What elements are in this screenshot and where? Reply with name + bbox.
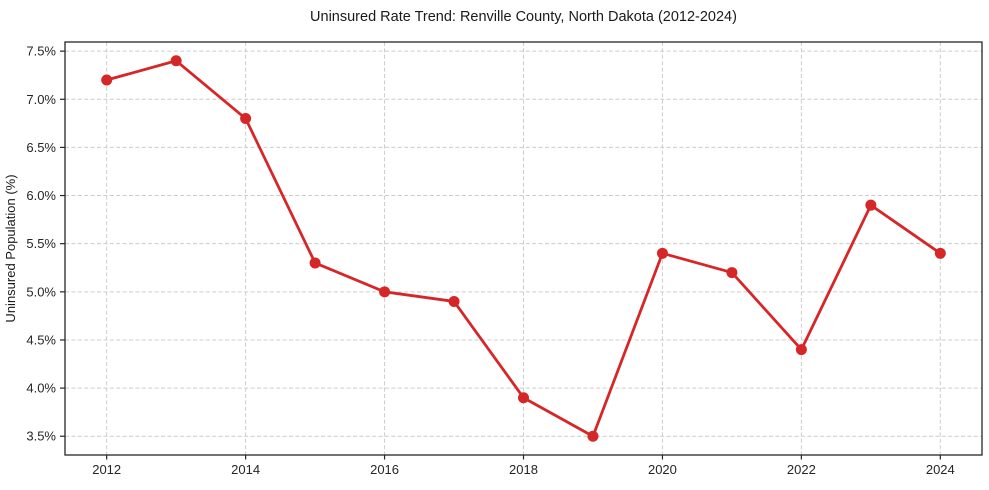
data-point-2021	[726, 267, 738, 279]
y-tick-label: 6.0%	[26, 188, 56, 203]
x-tick-label: 2014	[231, 462, 260, 477]
y-tick-label: 3.5%	[26, 429, 56, 444]
y-tick-label: 4.5%	[26, 332, 56, 347]
x-tick-label: 2016	[370, 462, 399, 477]
data-point-2017	[448, 295, 460, 307]
y-tick-label: 7.5%	[26, 44, 56, 59]
y-tick-label: 5.0%	[26, 284, 56, 299]
data-point-2023	[865, 199, 877, 211]
y-tick-label: 6.5%	[26, 140, 56, 155]
data-point-2014	[240, 113, 252, 125]
data-point-2013	[170, 55, 182, 67]
y-tick-label: 7.0%	[26, 92, 56, 107]
y-tick-label: 5.5%	[26, 236, 56, 251]
data-point-2012	[101, 74, 113, 86]
y-axis-label: Uninsured Population (%)	[3, 174, 18, 322]
x-tick-label: 2012	[92, 462, 121, 477]
data-point-2019	[587, 430, 599, 442]
chart-title: Uninsured Rate Trend: Renville County, N…	[310, 9, 737, 25]
x-tick-label: 2024	[926, 462, 955, 477]
x-tick-label: 2022	[787, 462, 816, 477]
data-point-2015	[309, 257, 321, 269]
data-point-2020	[656, 247, 668, 259]
x-tick-label: 2018	[509, 462, 538, 477]
data-point-2022	[795, 344, 807, 356]
data-point-2018	[518, 392, 529, 404]
axis-ticks: 2012 2014 2016 2018 2020 2022 2024 3.5% 4.0% 4.5%…	[26, 44, 954, 477]
uninsured-rate-series	[101, 55, 946, 442]
data-point-2016	[379, 286, 391, 298]
data-point-2024	[934, 247, 946, 259]
x-tick-label: 2020	[648, 462, 677, 477]
y-tick-label: 4.0%	[26, 381, 56, 396]
